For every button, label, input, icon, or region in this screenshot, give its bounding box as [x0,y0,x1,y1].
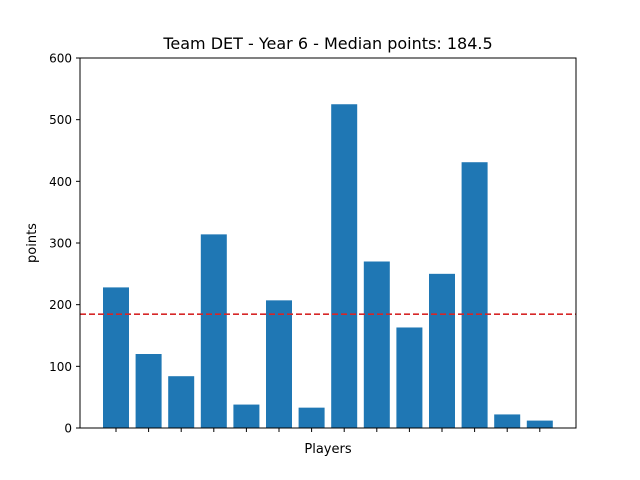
bar-player-10 [396,327,423,428]
y-tick-label: 200 [49,298,72,312]
bar-player-12 [461,162,488,428]
bar-player-3 [168,376,195,428]
y-tick-label: 600 [49,52,72,66]
chart-title: Team DET - Year 6 - Median points: 184.5 [162,34,492,53]
x-ticks-group [115,428,541,432]
bar-player-11 [429,273,455,428]
y-ticks-group: 0 100 200 300 400 500 600 [49,52,80,436]
bar-player-8 [331,104,358,428]
y-tick-label: 100 [49,360,72,374]
bar-player-14 [526,420,553,428]
bar-player-13 [494,414,521,428]
y-tick-label: 300 [49,237,72,251]
bar-player-7 [298,407,325,428]
bar-player-2 [135,354,162,428]
plot-area-frame [79,57,577,429]
bars-group [103,104,553,428]
x-axis-label: Players [304,442,351,457]
bar-player-4 [200,234,227,428]
bar-player-5 [233,404,260,428]
y-tick-label: 500 [49,113,72,127]
bar-player-1 [103,287,129,428]
bar-player-6 [266,300,292,428]
y-tick-label: 400 [49,175,72,189]
bar-player-9 [363,261,390,428]
y-tick-label: 0 [64,422,72,436]
y-axis-label: points [25,223,40,263]
